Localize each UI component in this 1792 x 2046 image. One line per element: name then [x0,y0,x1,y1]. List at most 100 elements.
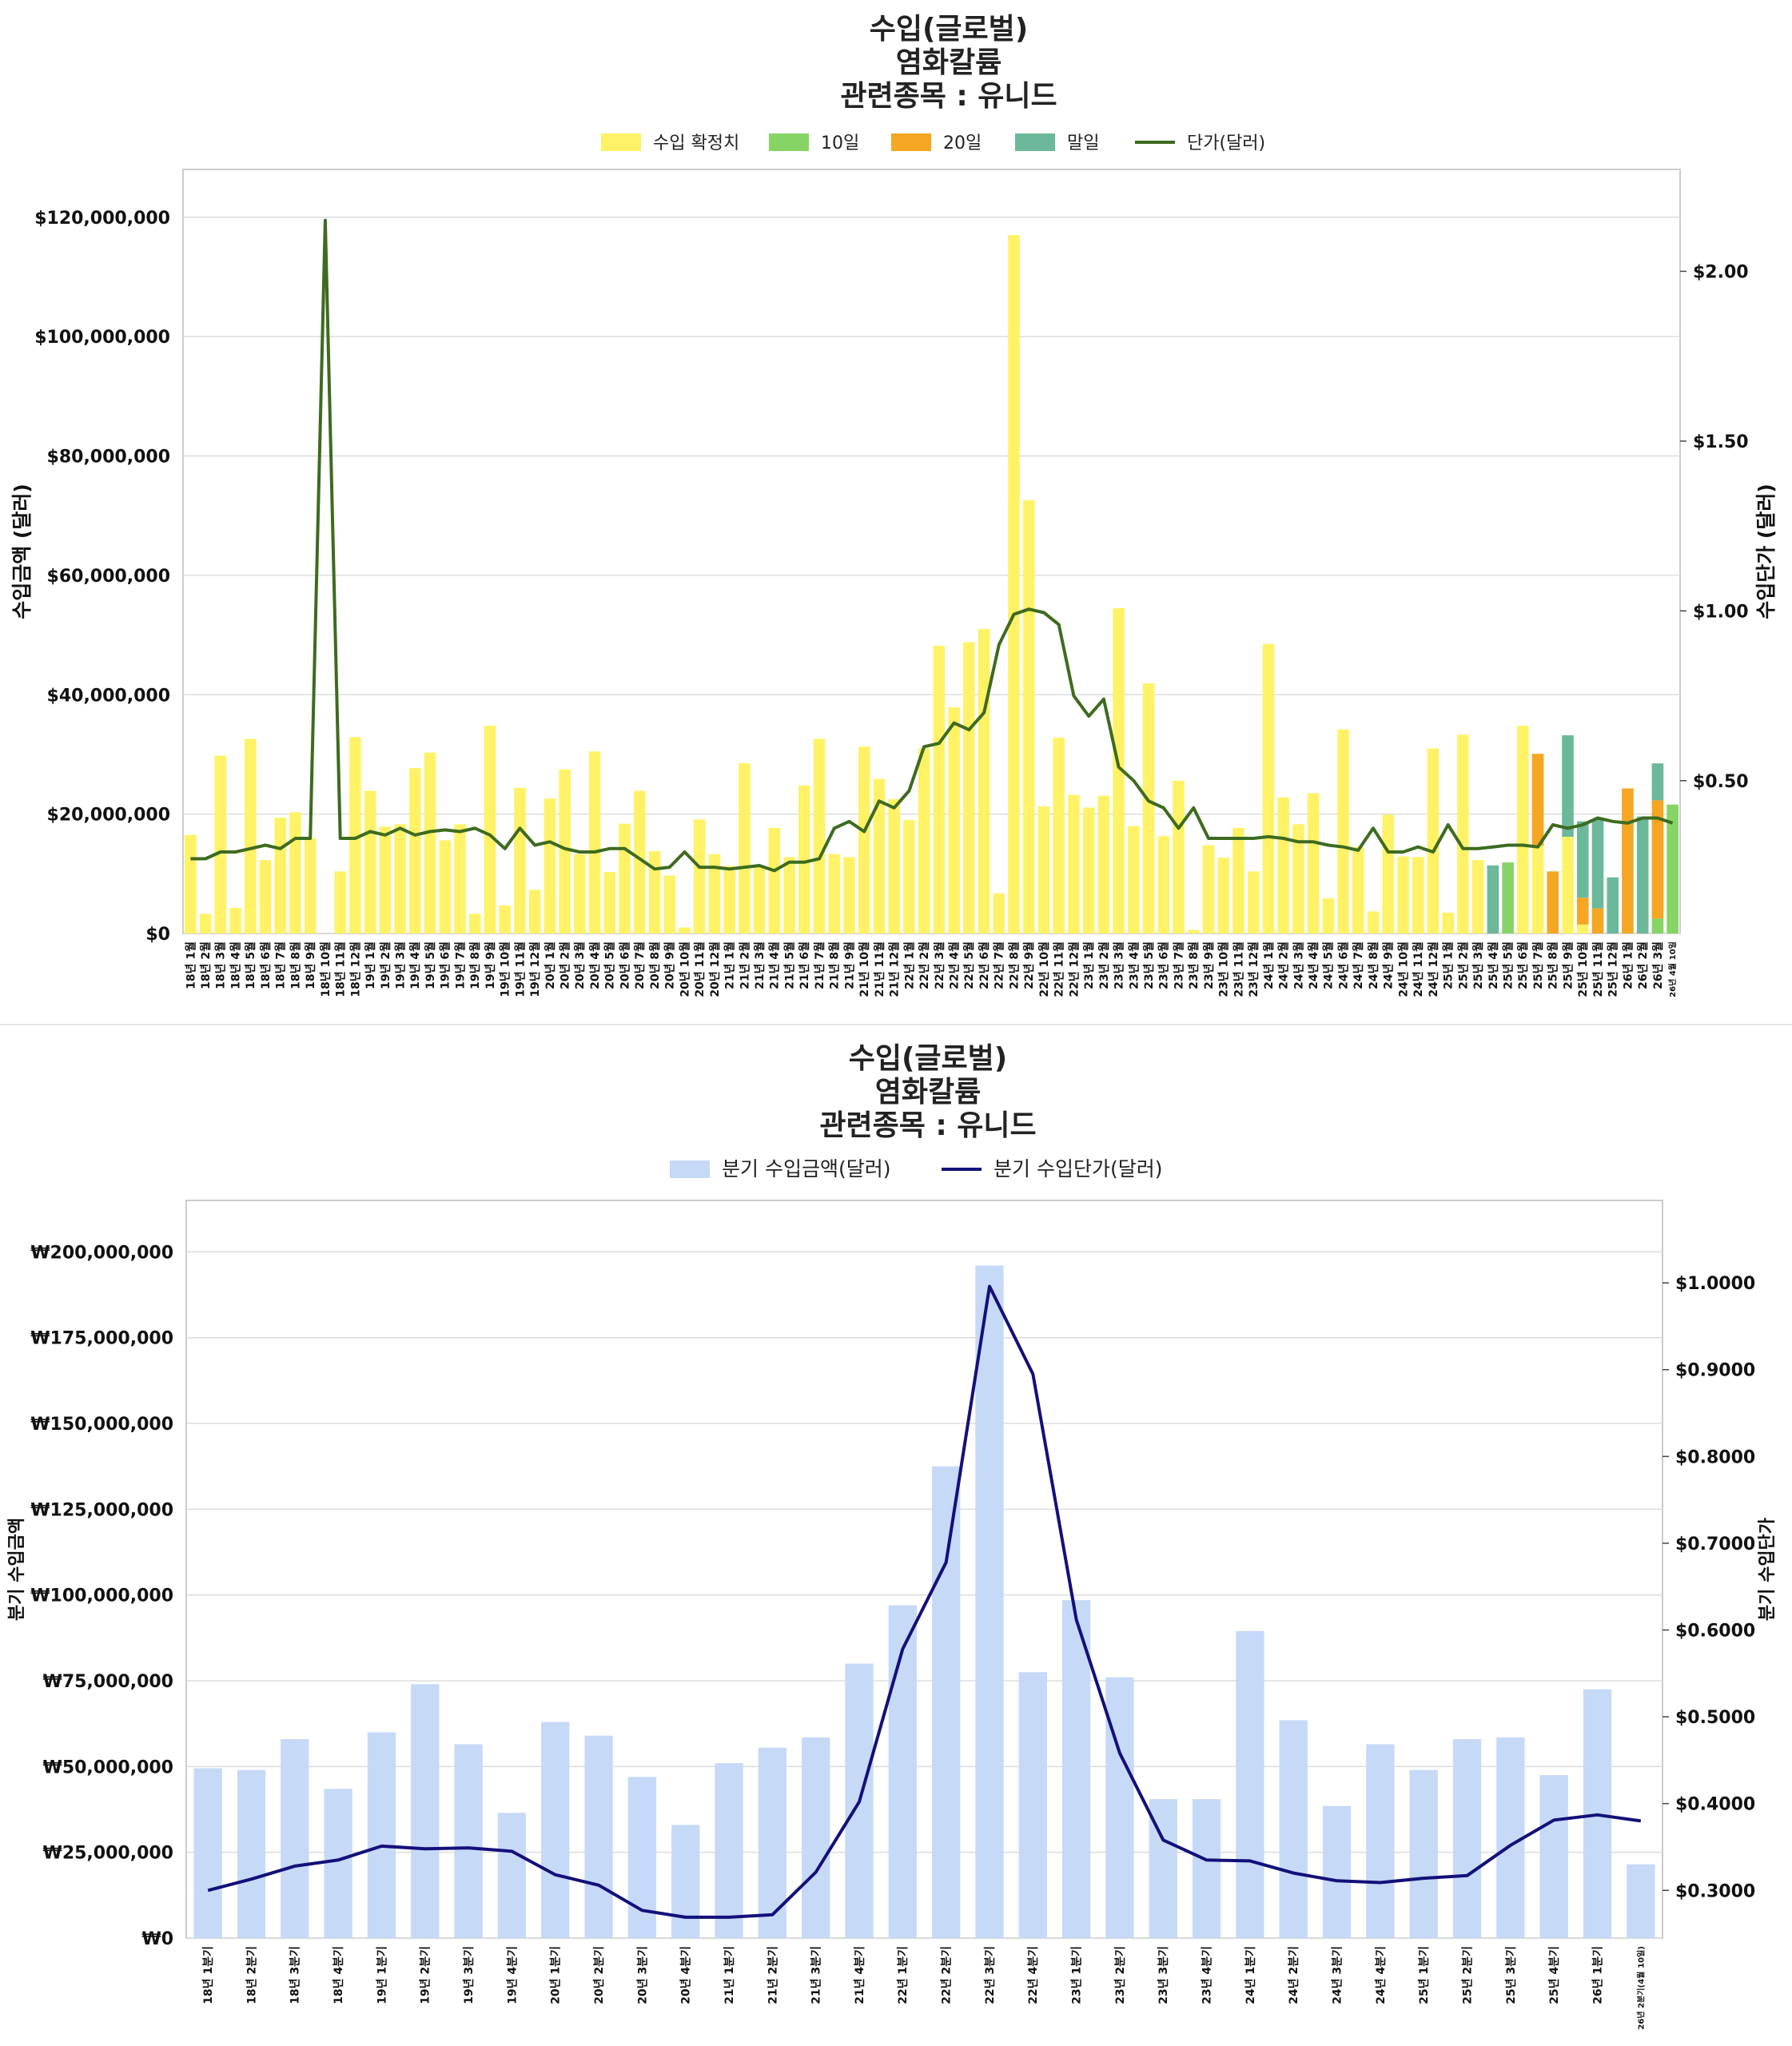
x-tick-label: 24년 12월 [1427,941,1440,997]
bar [1292,824,1304,933]
bar [1397,856,1409,933]
x-tick-label: 20년 3월 [573,941,587,989]
bar [229,907,241,933]
x-tick-label: 23년 3분기 [1157,1946,1170,2004]
chart-title-line: 염화칼륨 [875,1076,981,1109]
bar [903,820,915,933]
bar [633,790,646,933]
x-tick-label: 18년 8월 [289,941,302,989]
x-tick-label: 19년 6월 [439,941,452,989]
chart-title-line: 관련종목 : 유니드 [819,1109,1036,1142]
bar [439,840,452,933]
bar [1452,1739,1482,1938]
x-tick-label: 23년 6월 [1157,941,1171,989]
bar [888,1605,917,1938]
x-tick-label: 22년 1월 [902,941,916,989]
bar [693,819,706,933]
x-tick-label: 18년 6월 [259,941,273,989]
y-tick-label: $100,000,000 [34,328,170,348]
bar [1607,877,1619,933]
x-tick-label: 19년 2분기 [420,1946,432,2004]
x-tick-label: 24년 3월 [1292,941,1305,989]
x-tick-label: 21년 8월 [828,941,842,989]
y-tick-label: $120,000,000 [34,209,170,229]
bar [739,763,751,933]
price-line [190,218,1674,873]
x-tick-label: 22년 1분기 [897,1946,910,2004]
x-tick-label: 21년 10월 [858,941,871,997]
x-tick-label: 22년 3월 [933,941,946,989]
bar [514,787,526,933]
bar [932,1466,961,1938]
bar [1531,754,1544,846]
bar [424,752,436,933]
x-tick-label: 22년 10월 [1037,941,1051,997]
bar [1382,814,1395,933]
bar [1622,788,1634,933]
legend-label: 단가(달러) [1187,133,1265,153]
x-tick-label: 19년 9월 [484,941,497,989]
bar [948,707,960,933]
x-tick-label: 24년 2분기 [1288,1946,1300,2004]
x-tick-label: 23년 4월 [1127,941,1141,989]
bar [367,1732,396,1938]
bar [978,629,990,933]
bar [499,905,511,933]
y2-tick-label: $0.50 [1693,772,1749,792]
x-tick-label: 21년 4분기 [854,1946,866,2004]
bar [454,824,466,933]
y-axis-label: 수입금액 (달러) [10,484,34,619]
chart-title-line: 수입(글로벌) [870,13,1029,46]
bar [1322,898,1335,933]
x-tick-label: 24년 1분기 [1244,1946,1257,2004]
bar [1113,607,1125,933]
bar [1651,763,1664,801]
bar [468,914,481,933]
x-tick-label: 20년 2월 [559,941,572,989]
x-tick-label: 23년 11월 [1232,941,1245,997]
x-tick-label: 25년 5월 [1502,941,1515,989]
bar [802,1737,830,1938]
x-tick-label: 23년 2월 [1097,941,1111,989]
x-tick-label: 21년 3월 [753,941,767,989]
bar [1192,1799,1221,1938]
x-tick-label: 21년 6월 [798,941,811,989]
bar [334,871,346,933]
bar [758,1747,787,1938]
y-tick-label: $60,000,000 [47,567,170,587]
bar [1539,1775,1568,1938]
x-tick-label: 20년 4월 [588,941,602,989]
bar [933,646,946,933]
x-tick-label: 25년 4분기 [1548,1946,1561,2004]
price-line [207,1284,1642,1919]
bar [679,927,691,933]
x-tick-label: 20년 11월 [693,941,707,997]
bar [1562,735,1574,838]
x-tick-label: 19년 10월 [499,941,512,997]
y2-tick-label: $0.7000 [1675,1534,1755,1554]
x-tick-label: 26년 2월 [1636,941,1650,989]
x-tick-label: 20년 2분기 [593,1946,606,2004]
bar [1409,1769,1438,1938]
bar [1531,846,1544,933]
bar [1037,806,1050,933]
legend-label: 분기 수입단가(달러) [994,1157,1162,1180]
x-tick-label: 22년 11월 [1053,941,1066,997]
x-tick-label: 19년 5월 [424,941,437,989]
x-tick-label: 22년 2분기 [941,1946,954,2004]
bar [1576,898,1589,925]
x-tick-label: 23년 3월 [1113,941,1126,989]
bar [1576,821,1589,898]
x-tick-label: 22년 6월 [978,941,991,989]
x-tick-label: 21년 7월 [813,941,826,989]
bar [237,1769,266,1938]
x-tick-label: 18년 1분기 [202,1946,215,2004]
x-tick-label: 25년 4월 [1487,941,1500,989]
x-tick-label: 25년 7월 [1531,941,1545,989]
bar [1187,929,1200,933]
bar [828,854,841,933]
bar [1082,807,1095,933]
x-tick-label: 18년 7월 [274,941,288,989]
